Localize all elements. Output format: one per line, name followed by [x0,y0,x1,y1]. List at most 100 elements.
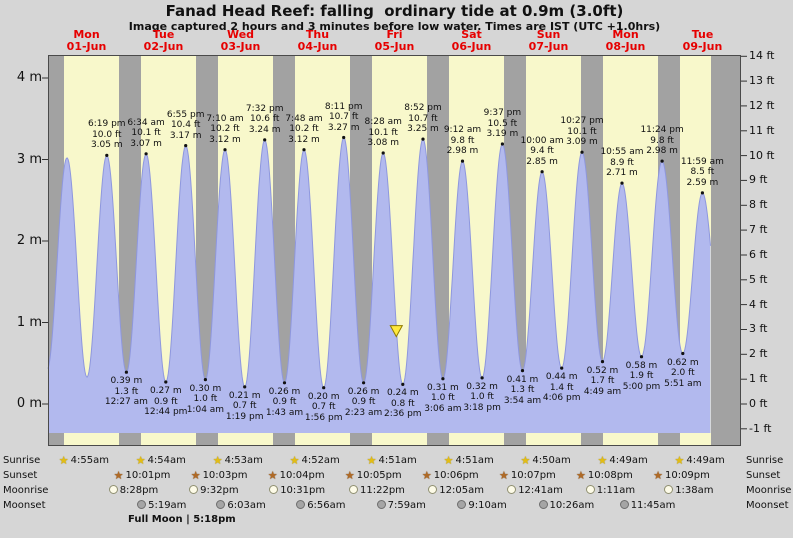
tide-extreme-dot [560,366,564,370]
moonrise-icon [664,485,674,494]
annotation-line: 12:27 am [104,397,148,408]
day-label: Sat 06-Jun [433,29,510,53]
sunrise-time-text: 4:53am [224,455,263,466]
low-tide-annotation: 0.27 m 0.9 ft 12:44 pm [134,386,198,418]
annotation-line: 2.0 ft [670,368,695,378]
annotation-line: 2.71 m [606,168,638,179]
day-name: Wed [226,28,255,41]
annotation-line: 0.9 ft [351,397,376,408]
sunrise-time-text: 4:50am [532,455,571,466]
annotation-line: 1.0 ft [193,394,218,405]
annotation-line: 1.3 ft [114,386,139,397]
moonset-time-text: 6:03am [227,500,266,511]
tide-extreme-dot [203,378,207,382]
annotation-line: 10.0 ft [92,129,122,140]
moonset-time: 5:19am [137,500,186,512]
annotation-line: 7:48 am [285,113,323,124]
low-tide-annotation: 0.26 m 0.9 ft 1:43 am [253,387,317,419]
y-axis-label-ft: 13 ft [749,74,775,88]
annotation-line: 10:00 am [520,135,564,146]
high-tide-annotation: 7:48 am 10.2 ft 3.12 m [272,114,336,146]
annotation-line: 10.1 ft [368,127,398,138]
annotation-line: 1.0 ft [431,393,455,404]
tide-extreme-dot [124,370,128,374]
high-tide-annotation: 11:24 pm 9.8 ft 2.98 m [630,125,694,157]
high-tide-annotation: 10:27 pm 10.1 ft 3.09 m [550,116,614,148]
full-moon-text: Full Moon | 5:18pm [128,514,236,525]
annotation-line: 4:06 pm [542,393,581,404]
full-moon-note: Full Moon | 5:18pm [128,514,236,525]
y-axis-label-ft: 9 ft [749,173,768,187]
annotation-line: 3.25 m [407,124,439,135]
moonset-time-text: 5:19am [148,500,187,511]
day-name: Sat [461,28,482,41]
moonrise-icon [349,485,358,494]
annotation-line: 0.26 m [347,386,380,397]
low-tide-annotation: 0.58 m 1.9 ft 5:00 pm [610,361,674,393]
y-axis-label-m: 1 m [16,314,42,330]
day-name: Mon [612,28,639,41]
annotation-line: 0.8 ft [390,398,415,409]
y-axis-label-ft: -1 ft [749,421,772,435]
annotation-line: 0.7 ft [232,401,257,412]
annotation-line: 0.41 m [506,374,539,385]
day-name: Sun [536,28,561,41]
sunrise-time-text: 4:55am [70,455,109,466]
low-tide-annotation: 0.39 m 1.3 ft 12:27 am [94,376,158,408]
annotation-line: 5:51 am [664,378,702,389]
moonrise-time: 1:11am [585,485,635,497]
moonset-time-text: 11:45am [630,500,676,511]
high-tide-annotation: 6:34 am 10.1 ft 3.07 m [114,118,178,150]
sunset-time: ★ 10:01pm [114,470,171,482]
annotation-line: 1:43 am [265,407,304,418]
annotation-line: 3.05 m [90,140,123,151]
tide-extreme-dot [540,170,544,174]
annotation-line: 3.17 m [169,130,202,141]
annotation-line: 10.7 ft [328,112,359,122]
day-label: Mon 01-Jun [48,29,125,53]
astro-row-label-right: Moonset [746,500,789,511]
moonset-icon [538,500,548,509]
sunset-icon: ★ [190,469,201,482]
low-tide-annotation: 0.62 m 2.0 ft 5:51 am [651,358,715,390]
y-axis-label-ft: 11 ft [749,123,775,137]
sunrise-icon: ★ [443,454,454,467]
day-label: Mon 08-Jun [587,29,664,53]
tide-extreme-dot [342,135,346,140]
annotation-line: 2:36 pm [384,409,422,420]
moonrise-icon [189,485,199,494]
annotation-line: 3.09 m [566,137,598,148]
low-tide-annotation: 0.26 m 0.9 ft 2:23 am [332,387,396,419]
annotation-line: 10.4 ft [170,120,201,131]
annotation-line: 0.20 m [307,391,340,402]
sunrise-time: ★ 4:51am [367,455,417,467]
sunset-icon: ★ [499,469,509,482]
moonrise-time: 8:28pm [108,485,159,497]
high-tide-annotation: 11:59 am 8.5 ft 2.59 m [670,157,734,189]
moonrise-time-text: 8:28pm [119,485,159,496]
sunrise-icon: ★ [135,454,146,467]
annotation-line: 8.5 ft [690,167,715,178]
sunset-time: ★ 10:04pm [268,470,325,482]
low-tide-annotation: 0.24 m 0.8 ft 2:36 pm [371,388,435,420]
y-axis-label-ft: 2 ft [749,347,768,361]
day-date: 06-Jun [451,40,492,53]
y-axis-label-ft: 3 ft [749,322,768,336]
annotation-line: 8:28 am [364,117,402,127]
tide-extreme-dot [243,385,247,389]
annotation-line: 0.31 m [427,382,459,393]
high-tide-annotation: 6:19 pm 10.0 ft 3.05 m [75,119,139,151]
low-tide-annotation: 0.32 m 1.0 ft 3:18 pm [450,382,514,414]
sunset-icon: ★ [653,469,663,482]
annotation-line: 0.9 ft [272,397,297,408]
sunrise-time-text: 4:52am [301,455,340,466]
low-tide-annotation: 0.21 m 0.7 ft 1:19 pm [213,391,277,423]
chart-title: Fanad Head Reef: falling ordinary tide a… [165,2,624,20]
high-tide-annotation: 9:12 am 9.8 ft 2.98 m [431,125,495,157]
tide-extreme-dot [580,150,584,154]
y-axis-label-ft: 1 ft [749,372,768,386]
moonrise-time: 9:32pm [189,485,239,497]
tide-extreme-dot [700,191,705,195]
sunrise-time-text: 4:49am [686,455,725,466]
